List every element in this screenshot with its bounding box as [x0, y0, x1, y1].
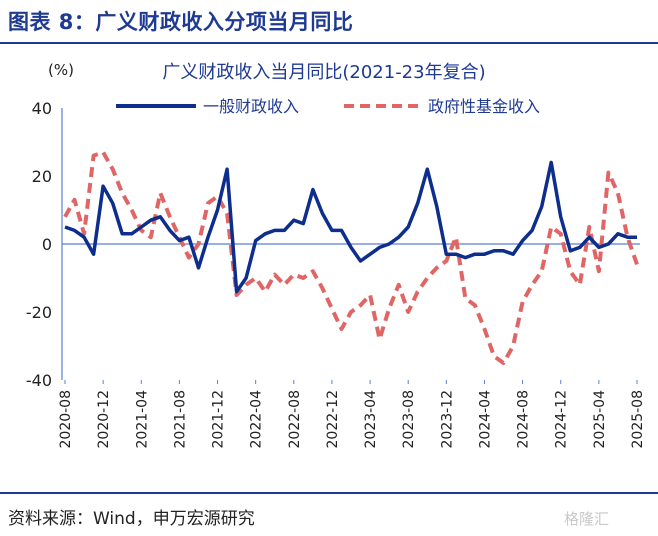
x-tick-label: 2024-08	[516, 390, 532, 449]
x-tick-label: 2022-12	[325, 390, 341, 449]
top-rule	[0, 42, 658, 44]
x-tick-label: 2022-08	[287, 390, 303, 449]
legend-label-series-2: 政府性基金收入	[428, 97, 540, 116]
series-lines	[63, 150, 639, 365]
x-tick-label: 2020-08	[58, 390, 74, 449]
x-tick-label: 2022-04	[249, 390, 265, 449]
x-tick-label: 2024-04	[477, 390, 493, 449]
x-tick-label: 2023-12	[439, 390, 455, 449]
y-tick-label: 0	[42, 235, 52, 254]
x-tick-label: 2020-12	[96, 390, 112, 449]
axes: -40 -20 0 20 40 2020-08 2020-12 2021-04 2021-08 2…	[26, 99, 646, 449]
x-tick-label: 2023-08	[401, 390, 417, 449]
series-line-2	[63, 150, 639, 365]
x-tick-label: 2025-08	[630, 390, 646, 449]
figure-title: 图表 8：广义财政收入分项当月同比	[8, 10, 354, 34]
y-tick-label: 40	[32, 99, 52, 118]
x-tick-label: 2021-08	[172, 390, 188, 449]
bottom-rule	[0, 492, 658, 494]
y-unit-label: (%)	[48, 61, 74, 79]
watermark: 格隆汇	[564, 510, 610, 528]
y-tick-label: -20	[26, 303, 52, 322]
series-line-1	[64, 160, 637, 294]
x-tick-label: 2023-04	[363, 390, 379, 449]
y-tick-label: -40	[26, 371, 52, 390]
x-tick-label: 2024-12	[554, 390, 570, 449]
x-tick-label: 2021-12	[211, 390, 227, 449]
legend-label-series-1: 一般财政收入	[203, 97, 299, 116]
source-note: 资料来源：Wind，申万宏源研究	[8, 509, 255, 529]
chart-title: 广义财政收入当月同比(2021-23年复合)	[162, 62, 485, 83]
y-tick-label: 20	[32, 167, 52, 186]
x-tick-label: 2021-04	[134, 390, 150, 449]
x-tick-label: 2025-04	[592, 390, 608, 449]
legend: 一般财政收入 政府性基金收入	[116, 97, 540, 116]
